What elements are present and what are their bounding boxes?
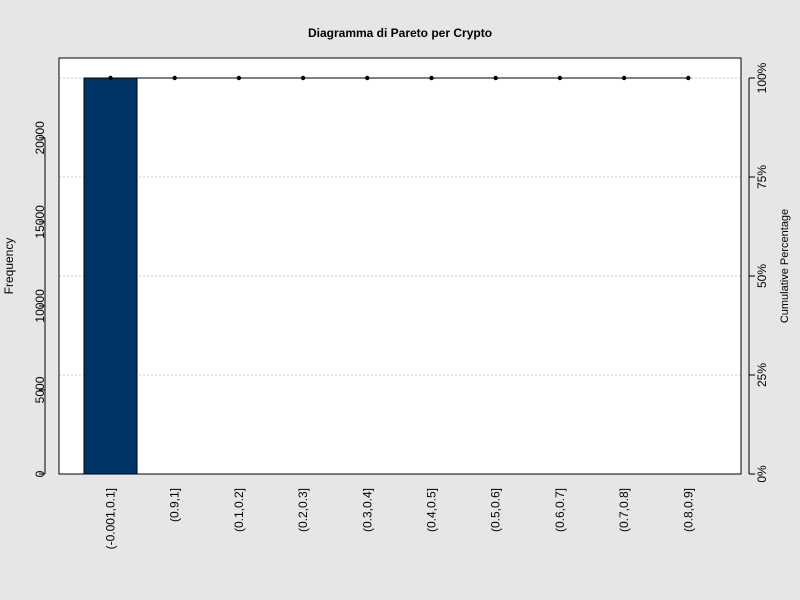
y-tick-label: 0 <box>33 470 47 477</box>
chart-title: Diagramma di Pareto per Crypto <box>308 26 492 40</box>
y-tick-label: 5000 <box>33 376 47 403</box>
plot-area <box>59 58 741 474</box>
cumulative-point <box>172 75 177 81</box>
axes: 0 5000 10000 15000 20000 0% 25% 50% 75% 100% (-0.0… <box>33 62 769 549</box>
x-tick-label: (0.2,0.3] <box>296 488 310 532</box>
x-tick-label: (0.7,0.8] <box>617 488 631 532</box>
bar <box>83 77 138 475</box>
y2-tick-label: 0% <box>755 465 769 483</box>
x-tick-label: (0.1,0.2] <box>232 488 246 532</box>
cumulative-point <box>557 75 563 81</box>
cumulative-point <box>300 75 306 81</box>
y2-tick-label: 75% <box>755 165 769 189</box>
x-tick-label: (0.4,0.5] <box>425 488 439 532</box>
y2-tick-label: 50% <box>755 264 769 288</box>
cumulative-point <box>108 75 113 81</box>
y-tick-label: 10000 <box>33 289 47 323</box>
x-tick-label: (0.9,1] <box>168 488 182 522</box>
y2-tick-label: 25% <box>755 363 769 387</box>
cumulative-point <box>621 75 627 81</box>
x-tick-label: (0.8,0.9] <box>681 488 695 532</box>
x-tick-label: (0.3,0.4] <box>360 488 374 532</box>
y-axis-label: Frequency <box>2 238 16 295</box>
x-tick-label: (-0.001,0.1] <box>104 488 118 549</box>
cumulative-line <box>108 75 691 81</box>
y-tick-label: 15000 <box>33 205 47 239</box>
bars <box>83 77 138 475</box>
x-tick-label: (0.5,0.6] <box>489 488 503 532</box>
y2-axis-label: Cumulative Percentage <box>779 209 791 323</box>
cumulative-point <box>429 75 434 81</box>
x-tick-label: (0.6,0.7] <box>553 488 567 532</box>
cumulative-point <box>365 75 370 81</box>
cumulative-point <box>686 75 691 81</box>
y2-tick-label: 100% <box>755 62 769 93</box>
cumulative-point <box>236 75 242 81</box>
plot-frame <box>58 57 742 475</box>
y-tick-label: 20000 <box>33 121 47 155</box>
cumulative-point <box>493 75 498 81</box>
